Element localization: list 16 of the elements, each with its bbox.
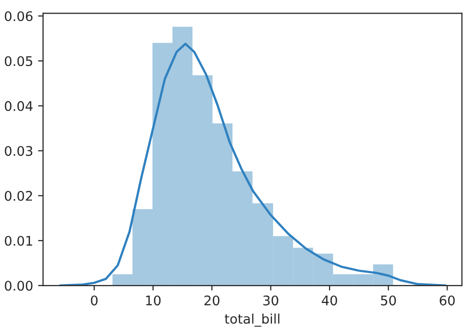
y-tick-label: 0.02 [4,190,32,201]
x-axis-title: total_bill [224,314,280,327]
y-tick-label: 0.03 [4,146,32,156]
x-tick-label: 0 [90,295,98,306]
x-tick-label: 60 [440,295,455,306]
y-tick-label: 0.04 [4,101,33,112]
x-tick-label: 20 [204,295,220,306]
line-series [59,42,447,286]
x-tick-label: 50 [381,295,396,306]
y-tick-label: 0.01 [4,236,32,246]
y-tick-label: 0.00 [4,280,32,291]
x-tick-label: 40 [322,295,338,306]
x-tick-label: 10 [146,295,161,306]
y-tick-label: 0.06 [4,11,33,22]
x-tick-label: 30 [263,295,278,306]
y-tick-label: 0.05 [4,56,32,66]
